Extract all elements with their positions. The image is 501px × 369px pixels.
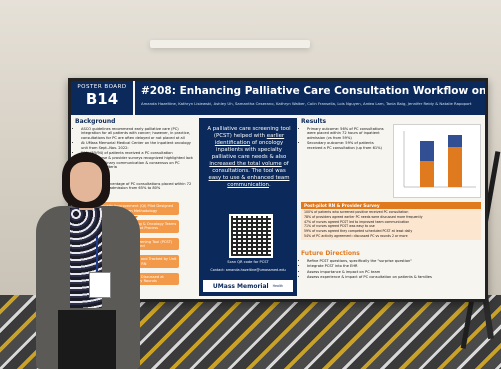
qr-caption: Scan QR code for PCST <box>227 260 269 264</box>
key-finding-panel: A palliative care screening tool (PCST) … <box>199 118 297 296</box>
results-heading: Results <box>301 118 327 125</box>
future-item: Assess importance & impact on PC team <box>307 270 481 274</box>
results-list: Primary outcome: 56% of PC consultations… <box>301 127 389 150</box>
callout-emphasis: easy to use & enhanced team communicatio… <box>208 175 290 188</box>
ceiling-light <box>150 40 310 48</box>
callout-text: A palliative care screening tool (PCST) … <box>207 126 291 139</box>
background-item: At UMass Memorial Medical Center on the … <box>81 141 195 150</box>
poster-board-number: B14 <box>85 90 119 108</box>
callout-text: of oncology inpatients with specialty pa… <box>211 140 287 160</box>
qr-code <box>229 214 273 258</box>
face <box>70 162 102 202</box>
survey-row: 54% of PC activity agreement: discussed … <box>304 233 408 238</box>
survey-rows: 100% of patients who screened positive r… <box>301 209 481 240</box>
chart-bar-post <box>448 135 462 187</box>
results-item: Primary outcome: 56% of PC consultations… <box>307 127 389 140</box>
results-section: Results Primary outcome: 56% of PC consu… <box>301 118 389 153</box>
survey-row: 100% of patients who screened positive r… <box>304 210 409 214</box>
callout-text: of consultations. The tool was <box>212 161 289 174</box>
future-heading: Future Directions <box>301 250 360 257</box>
contact-email: Contact: amanda.hazeltine@umassmed.edu <box>210 268 286 272</box>
name-badge <box>89 272 111 298</box>
poster-board-label: POSTER BOARD <box>77 84 127 90</box>
callout-emphasis: increased the total volume <box>209 161 282 167</box>
results-chart-svg <box>403 131 476 188</box>
future-item: Assess experience & impact of PC consult… <box>307 275 481 279</box>
chart-bar-post-segment <box>448 135 462 147</box>
center-column: A palliative care screening tool (PCST) … <box>199 118 297 296</box>
future-item: Refine PCST questions, specifically the … <box>307 259 481 263</box>
background-item: 59% (55/94) of patients received a PC co… <box>81 151 195 155</box>
callout-emphasis: earlier identification <box>214 133 285 146</box>
poster-title: #208: Enhancing Palliative Care Consulta… <box>141 85 487 97</box>
future-item: Integrate PCST into the EHR <box>307 264 481 268</box>
research-poster: POSTER BOARD B14 #208: Enhancing Palliat… <box>68 78 488 302</box>
presenter-person <box>30 150 140 369</box>
background-heading: Background <box>75 118 116 125</box>
results-chart <box>393 124 481 198</box>
survey-heading: Post-pilot RN & Provider Survey <box>301 202 481 209</box>
logo-main-text: UMass Memorial <box>212 282 269 290</box>
poster-header: #208: Enhancing Palliative Care Consulta… <box>135 81 485 115</box>
poster-authors: Amanda Hazeltine, Kathryn Lisiewski, Ash… <box>141 101 472 106</box>
results-item: Secondary outcome: 59% of patients recei… <box>307 141 389 150</box>
future-directions: Future Directions Refine PCST questions,… <box>301 250 481 283</box>
survey-row: 78% of providers agreed earlier PC needs… <box>304 214 423 219</box>
key-finding-text: A palliative care screening tool (PCST) … <box>207 126 291 189</box>
survey-table: Post-pilot RN & Provider Survey 100% of … <box>301 202 481 240</box>
future-list: Refine PCST questions, specifically the … <box>301 259 481 280</box>
chart-bar-pre-segment <box>420 141 434 161</box>
survey-row: 71% of nurses agreed PCST was easy to us… <box>304 224 375 229</box>
survey-row: 59% of nurses agreed they competed sched… <box>304 229 413 234</box>
logo-sub-text: Health <box>272 284 284 288</box>
background-item: ASCO guidelines recommend early palliati… <box>81 127 195 140</box>
qr-pattern <box>231 216 271 256</box>
poster-board-tag: POSTER BOARD B14 <box>71 81 133 115</box>
callout-text: . <box>268 182 271 188</box>
survey-row: 47% of nurses agreed PCST led to improve… <box>304 219 410 224</box>
objective-item: Increase the percentage of PC consultati… <box>81 182 195 191</box>
right-column: Results Primary outcome: 56% of PC consu… <box>301 118 481 296</box>
objective-list: Increase the percentage of PC consultati… <box>75 182 195 191</box>
black-pants <box>58 310 116 369</box>
institution-logo: UMass Memorial Health <box>203 280 293 292</box>
lanyard <box>96 236 98 272</box>
